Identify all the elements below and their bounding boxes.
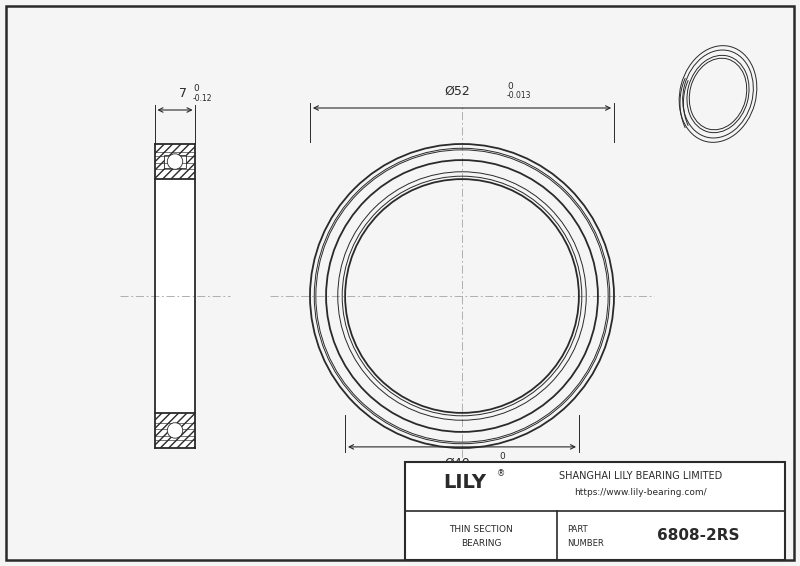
- Text: SHANGHAI LILY BEARING LIMITED: SHANGHAI LILY BEARING LIMITED: [559, 470, 722, 481]
- Circle shape: [167, 154, 182, 169]
- Text: ®: ®: [497, 469, 506, 478]
- Bar: [164, 156, 186, 168]
- Text: BEARING: BEARING: [461, 539, 502, 548]
- Text: NUMBER: NUMBER: [567, 539, 604, 548]
- Text: -0.12: -0.12: [193, 94, 213, 103]
- Text: LILY: LILY: [443, 473, 486, 492]
- Bar: [154, 144, 195, 179]
- Bar: [154, 413, 195, 448]
- Text: 0: 0: [193, 84, 198, 93]
- Text: https://www.lily-bearing.com/: https://www.lily-bearing.com/: [574, 488, 707, 497]
- Circle shape: [167, 423, 182, 438]
- Text: Ø40: Ø40: [444, 457, 470, 470]
- Text: Ø52: Ø52: [444, 85, 470, 98]
- Text: 7: 7: [179, 87, 187, 100]
- Text: -0.013: -0.013: [507, 91, 531, 100]
- Text: PART: PART: [567, 525, 588, 534]
- Bar: [154, 144, 195, 448]
- Bar: [405, 462, 785, 560]
- Text: -0.012: -0.012: [499, 461, 523, 470]
- Text: THIN SECTION: THIN SECTION: [449, 525, 513, 534]
- Text: 0: 0: [499, 452, 505, 461]
- Text: 0: 0: [507, 82, 513, 91]
- Text: 6808-2RS: 6808-2RS: [657, 528, 740, 543]
